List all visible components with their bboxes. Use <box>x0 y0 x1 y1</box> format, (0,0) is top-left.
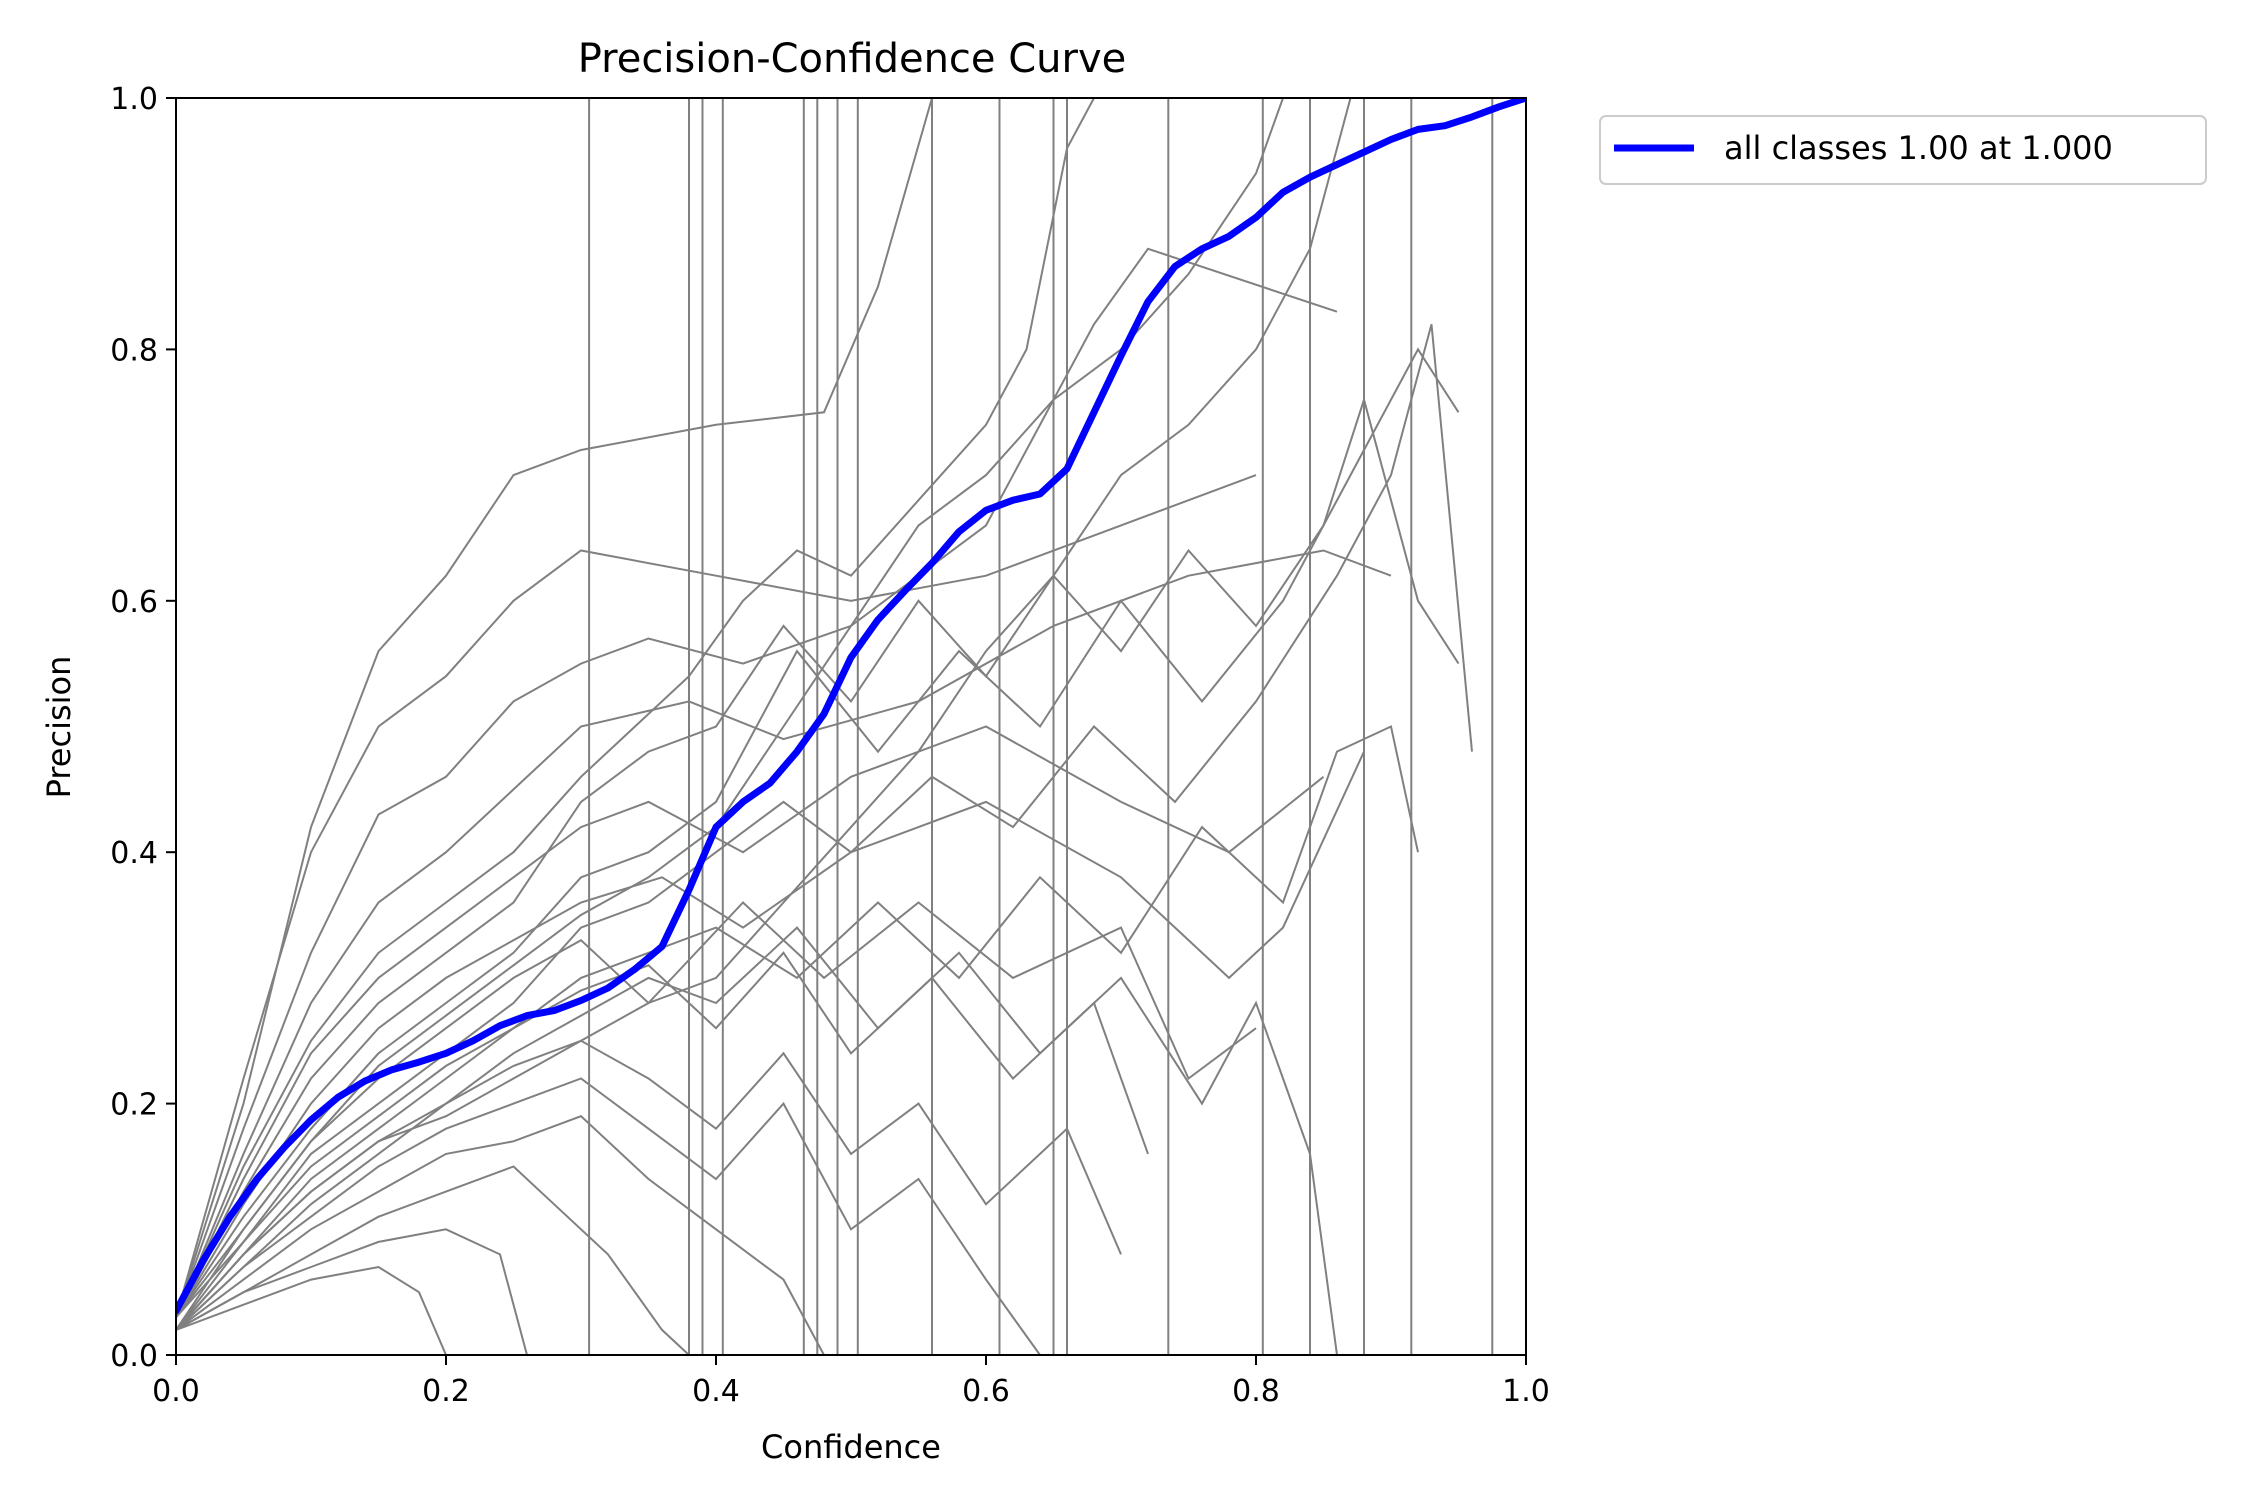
y-tick-label: 0.6 <box>110 585 158 620</box>
per-class-curve <box>176 98 1352 1331</box>
x-axis: 0.0 0.2 0.4 0.6 0.8 1.0 <box>152 1355 1550 1409</box>
per-class-curve <box>176 926 1338 1355</box>
per-class-curve <box>176 1165 690 1355</box>
per-class-curve <box>176 1115 825 1355</box>
per-class-curve <box>176 98 933 1318</box>
per-class-curve <box>176 1265 447 1355</box>
x-tick-label: 0.0 <box>152 1374 200 1409</box>
per-class-curve <box>176 951 1149 1318</box>
x-tick-label: 0.2 <box>422 1374 470 1409</box>
x-axis-label: Confidence <box>761 1428 941 1466</box>
per-class-curves <box>176 98 1494 1355</box>
y-tick-label: 0.8 <box>110 333 158 368</box>
per-class-curve <box>176 725 1419 1331</box>
y-axis: 0.0 0.2 0.4 0.6 0.8 1.0 <box>110 82 176 1374</box>
per-class-curve <box>176 247 1338 1318</box>
per-class-curve <box>176 347 1460 1318</box>
x-tick-label: 0.6 <box>962 1374 1010 1409</box>
per-class-curve <box>176 396 1460 1318</box>
per-class-curve <box>176 1228 528 1355</box>
y-tick-label: 1.0 <box>110 82 158 117</box>
per-class-curve <box>176 751 1365 1318</box>
x-tick-label: 0.8 <box>1232 1374 1280 1409</box>
y-tick-label: 0.2 <box>110 1088 158 1123</box>
y-tick-label: 0.0 <box>110 1339 158 1374</box>
chart-title: Precision-Confidence Curve <box>578 36 1127 82</box>
x-tick-label: 0.4 <box>692 1374 740 1409</box>
per-class-curve <box>176 1077 1041 1355</box>
y-tick-label: 0.4 <box>110 836 158 871</box>
all-classes-curve <box>176 98 1526 1315</box>
legend-label-all-classes: all classes 1.00 at 1.000 <box>1724 129 2113 167</box>
x-tick-label: 1.0 <box>1502 1374 1550 1409</box>
aggregate-curve-group <box>176 98 1526 1315</box>
per-class-curve <box>176 725 1325 1318</box>
plot-frame <box>175 97 1527 1356</box>
legend: all classes 1.00 at 1.000 <box>1599 115 2207 185</box>
per-class-curve <box>176 474 1257 1318</box>
legend-frame <box>1599 115 2207 185</box>
y-axis-label: Precision <box>40 656 78 799</box>
